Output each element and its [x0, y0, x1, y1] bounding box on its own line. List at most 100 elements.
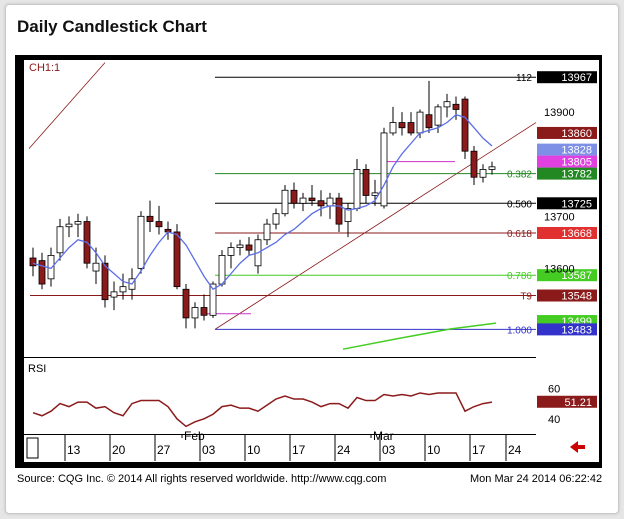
price-tag: [537, 167, 597, 180]
candle-body: [74, 221, 82, 225]
candle-body: [245, 244, 253, 251]
rsi-value-label: 51.21: [564, 397, 592, 409]
candle-body: [299, 197, 307, 204]
candle-body: [416, 111, 424, 134]
fib-label: 0.618: [507, 229, 532, 240]
candle-body: [371, 192, 379, 196]
candle-body: [389, 122, 397, 134]
date-tick-label: 27: [157, 443, 171, 457]
price-tag-label: 13782: [561, 169, 592, 181]
rsi-tick-label: 60: [548, 383, 560, 395]
date-tick-label: 17: [472, 443, 486, 457]
candle-body: [263, 223, 271, 241]
candle-body: [137, 215, 145, 269]
rsi-line: [32, 392, 493, 428]
candle-body: [92, 262, 100, 272]
moving-average-line: [32, 113, 493, 291]
channel-line: [28, 62, 106, 149]
candle-body: [236, 244, 244, 248]
timestamp: Mon Mar 24 2014 06:22:42: [470, 473, 603, 485]
candlestick-chart: 112 0.382 0.500 0.618 0.786 T9 1.000 13967 1386…: [24, 60, 599, 462]
date-tick-label: Feb: [184, 429, 205, 443]
date-tick-label: 24: [508, 443, 522, 457]
candle-body: [353, 169, 361, 209]
rsi-value-tag: [537, 395, 597, 408]
date-tick-label: 13: [67, 443, 81, 457]
chart-frame: 112 0.382 0.500 0.618 0.786 T9 1.000 13967 1386…: [15, 55, 602, 468]
page-title: Daily Candlestick Chart: [17, 17, 207, 36]
price-tag-label: 13587: [561, 270, 592, 282]
candle-body: [308, 197, 316, 202]
candle-body: [218, 254, 226, 285]
price-tag: [537, 71, 597, 84]
candle-body: [191, 307, 199, 319]
date-tick-label: 17: [292, 443, 306, 457]
date-tick-label: Mar: [373, 429, 394, 443]
price-tag-label: 13668: [561, 228, 592, 240]
fib-label: T9: [520, 292, 532, 303]
price-tag-label: 13483: [561, 324, 592, 336]
overlay-label: CH1:1: [29, 62, 60, 74]
fib-label: 0.500: [507, 199, 532, 210]
candle-body: [326, 197, 334, 207]
price-tag: [537, 155, 597, 168]
rsi-panel: [24, 358, 536, 434]
candle-body: [335, 197, 343, 225]
price-tag-label: 13860: [561, 128, 592, 140]
candle-body: [173, 231, 181, 288]
candle-body: [56, 226, 64, 254]
candle-body: [362, 169, 370, 196]
date-axis: [24, 435, 536, 462]
candle-body: [443, 101, 451, 108]
price-tick-label: 13600: [544, 263, 575, 275]
price-tick-label: 13700: [544, 211, 575, 223]
price-tag: [537, 269, 597, 282]
trend-line: [214, 122, 537, 330]
price-tag-label: 13805: [561, 157, 592, 169]
candle-body: [452, 103, 460, 110]
candle-body: [182, 288, 190, 319]
candle-body: [434, 106, 442, 126]
price-tag: [537, 289, 597, 302]
date-tick-label: 20: [112, 443, 126, 457]
candle-body: [272, 213, 280, 225]
candle-body: [65, 223, 73, 228]
date-tick-label: 10: [247, 443, 261, 457]
candle-body: [227, 247, 235, 256]
price-tag: [537, 226, 597, 239]
price-tag-label: 13725: [561, 198, 592, 210]
price-tag: [537, 197, 597, 210]
price-tick-label: 13900: [544, 107, 575, 119]
price-tag: [537, 143, 597, 156]
candle-body: [146, 215, 154, 222]
fib-label: 1.000: [507, 325, 532, 336]
candle-body: [398, 122, 406, 129]
scroll-handle[interactable]: [26, 437, 39, 459]
source-text: Source: CQG Inc. © 2014 All rights reser…: [17, 473, 387, 485]
rsi-title: RSI: [28, 363, 46, 375]
fib-label: 0.382: [507, 170, 532, 181]
candle-body: [344, 208, 352, 222]
date-tick-label: 03: [202, 443, 216, 457]
candle-body: [290, 189, 298, 204]
price-panel: [24, 60, 536, 357]
price-tag-label: 13828: [561, 145, 592, 157]
candle-body: [29, 257, 37, 267]
price-tag: [537, 126, 597, 139]
date-tick-label: 03: [382, 443, 396, 457]
candle-body: [47, 254, 55, 280]
candle-body: [470, 150, 478, 178]
candle-body: [380, 132, 388, 207]
candle-body: [281, 189, 289, 215]
candle-body: [479, 169, 487, 178]
price-tag: [537, 323, 597, 336]
candle-body: [38, 260, 46, 285]
candle-body: [200, 307, 208, 316]
price-tag-label: 13967: [561, 72, 592, 84]
candle-body: [209, 283, 217, 316]
price-tag-label: 13548: [561, 291, 592, 303]
candle-body: [110, 291, 118, 298]
red-arrow-icon[interactable]: [570, 441, 585, 453]
candle-body: [317, 200, 325, 207]
fib-label: 0.786: [507, 271, 532, 282]
